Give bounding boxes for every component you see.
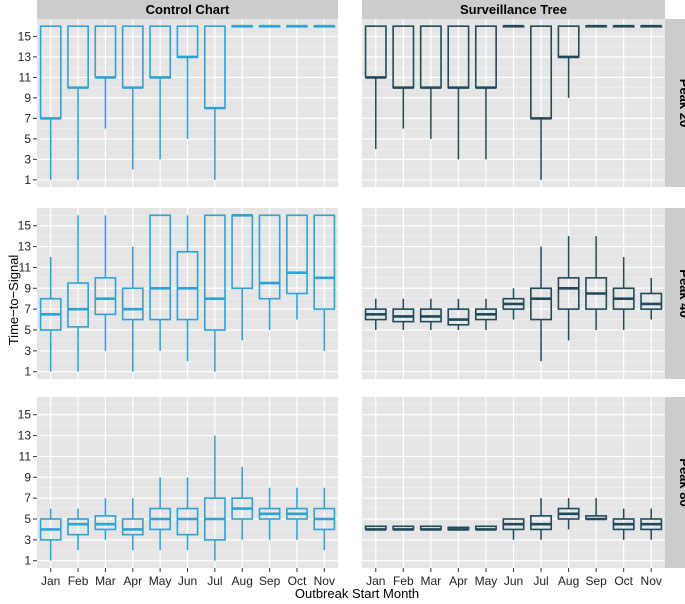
x-tick-label-oct: Oct xyxy=(288,574,307,588)
x-tick-label-apr: Apr xyxy=(449,574,468,588)
x-tick-label-may: May xyxy=(475,574,498,588)
y-tick-label: 15 xyxy=(18,219,32,233)
y-tick-label: 5 xyxy=(24,132,31,146)
x-tick-label-feb: Feb xyxy=(393,574,414,588)
box-jun xyxy=(176,507,199,536)
row-strip-0 xyxy=(665,19,685,187)
box-apr xyxy=(121,518,144,536)
box-jul xyxy=(530,287,553,321)
y-tick-label: 11 xyxy=(19,260,32,274)
x-tick-label-oct: Oct xyxy=(614,574,633,588)
y-tick-label: 1 xyxy=(24,173,31,187)
y-tick-label: 5 xyxy=(24,323,31,337)
y-tick-label: 7 xyxy=(24,111,31,125)
box-oct xyxy=(286,214,308,295)
y-tick-label: 15 xyxy=(18,408,32,422)
y-tick-label: 13 xyxy=(18,50,32,64)
x-tick-label-apr: Apr xyxy=(123,574,142,588)
y-tick-label: 11 xyxy=(19,449,32,463)
y-tick-label: 3 xyxy=(24,533,31,547)
column-strip-label-0: Control Chart xyxy=(146,2,230,17)
box-may xyxy=(149,214,172,321)
y-tick-label: 1 xyxy=(24,554,31,568)
box-sep xyxy=(258,214,281,300)
y-tick-label: 5 xyxy=(24,512,31,526)
y-tick-label: 3 xyxy=(24,344,31,358)
box-mar xyxy=(94,515,117,531)
y-tick-label: 9 xyxy=(24,91,31,105)
y-tick-label: 13 xyxy=(18,240,32,254)
x-tick-label-jun: Jun xyxy=(178,574,197,588)
x-tick-label-nov: Nov xyxy=(641,574,662,588)
box-mar xyxy=(94,277,117,316)
box-feb xyxy=(67,282,89,328)
y-tick-label: 13 xyxy=(18,429,32,443)
x-axis-title: Outbreak Start Month xyxy=(295,586,419,601)
x-tick-label-aug: Aug xyxy=(558,574,579,588)
y-tick-label: 1 xyxy=(24,365,31,379)
box-jun xyxy=(176,250,199,321)
column-strip-label-1: Surveillance Tree xyxy=(460,2,567,17)
box-apr xyxy=(447,308,470,326)
y-tick-label: 9 xyxy=(24,281,31,295)
row-strip-2 xyxy=(665,397,685,568)
box-aug xyxy=(557,277,580,310)
y-tick-label: 3 xyxy=(24,152,31,166)
column-strip-1 xyxy=(362,0,665,19)
x-tick-label-sep: Sep xyxy=(585,574,607,588)
x-tick-label-feb: Feb xyxy=(68,574,89,588)
y-tick-label: 9 xyxy=(24,470,31,484)
y-tick-label: 7 xyxy=(24,491,31,505)
row-strip-label-0: Peak 20 xyxy=(677,79,685,127)
column-strip-0 xyxy=(37,0,338,19)
row-strip-1 xyxy=(665,208,685,379)
row-strip-label-1: Peak 40 xyxy=(677,269,685,317)
row-strip-label-2: Peak 80 xyxy=(677,458,685,506)
y-tick-label: 11 xyxy=(19,70,32,84)
x-tick-label-nov: Nov xyxy=(314,574,335,588)
y-axis-title: Time−to−Signal xyxy=(6,255,21,346)
x-tick-label-aug: Aug xyxy=(232,574,253,588)
x-tick-label-jul: Jul xyxy=(533,574,548,588)
x-tick-label-jan: Jan xyxy=(41,574,60,588)
x-tick-label-sep: Sep xyxy=(259,574,281,588)
box-feb xyxy=(67,518,89,536)
box-nov xyxy=(640,292,663,310)
y-tick-label: 15 xyxy=(18,29,32,43)
box-apr xyxy=(121,287,144,321)
x-tick-label-jan: Jan xyxy=(366,574,385,588)
x-tick-label-jul: Jul xyxy=(207,574,222,588)
box-nov xyxy=(313,214,336,310)
box-jul xyxy=(530,515,553,531)
x-tick-label-jun: Jun xyxy=(504,574,523,588)
y-tick-label: 7 xyxy=(24,302,31,316)
x-tick-label-mar: Mar xyxy=(421,574,442,588)
x-tick-label-may: May xyxy=(149,574,172,588)
box-jul xyxy=(203,214,226,331)
x-tick-label-mar: Mar xyxy=(95,574,116,588)
